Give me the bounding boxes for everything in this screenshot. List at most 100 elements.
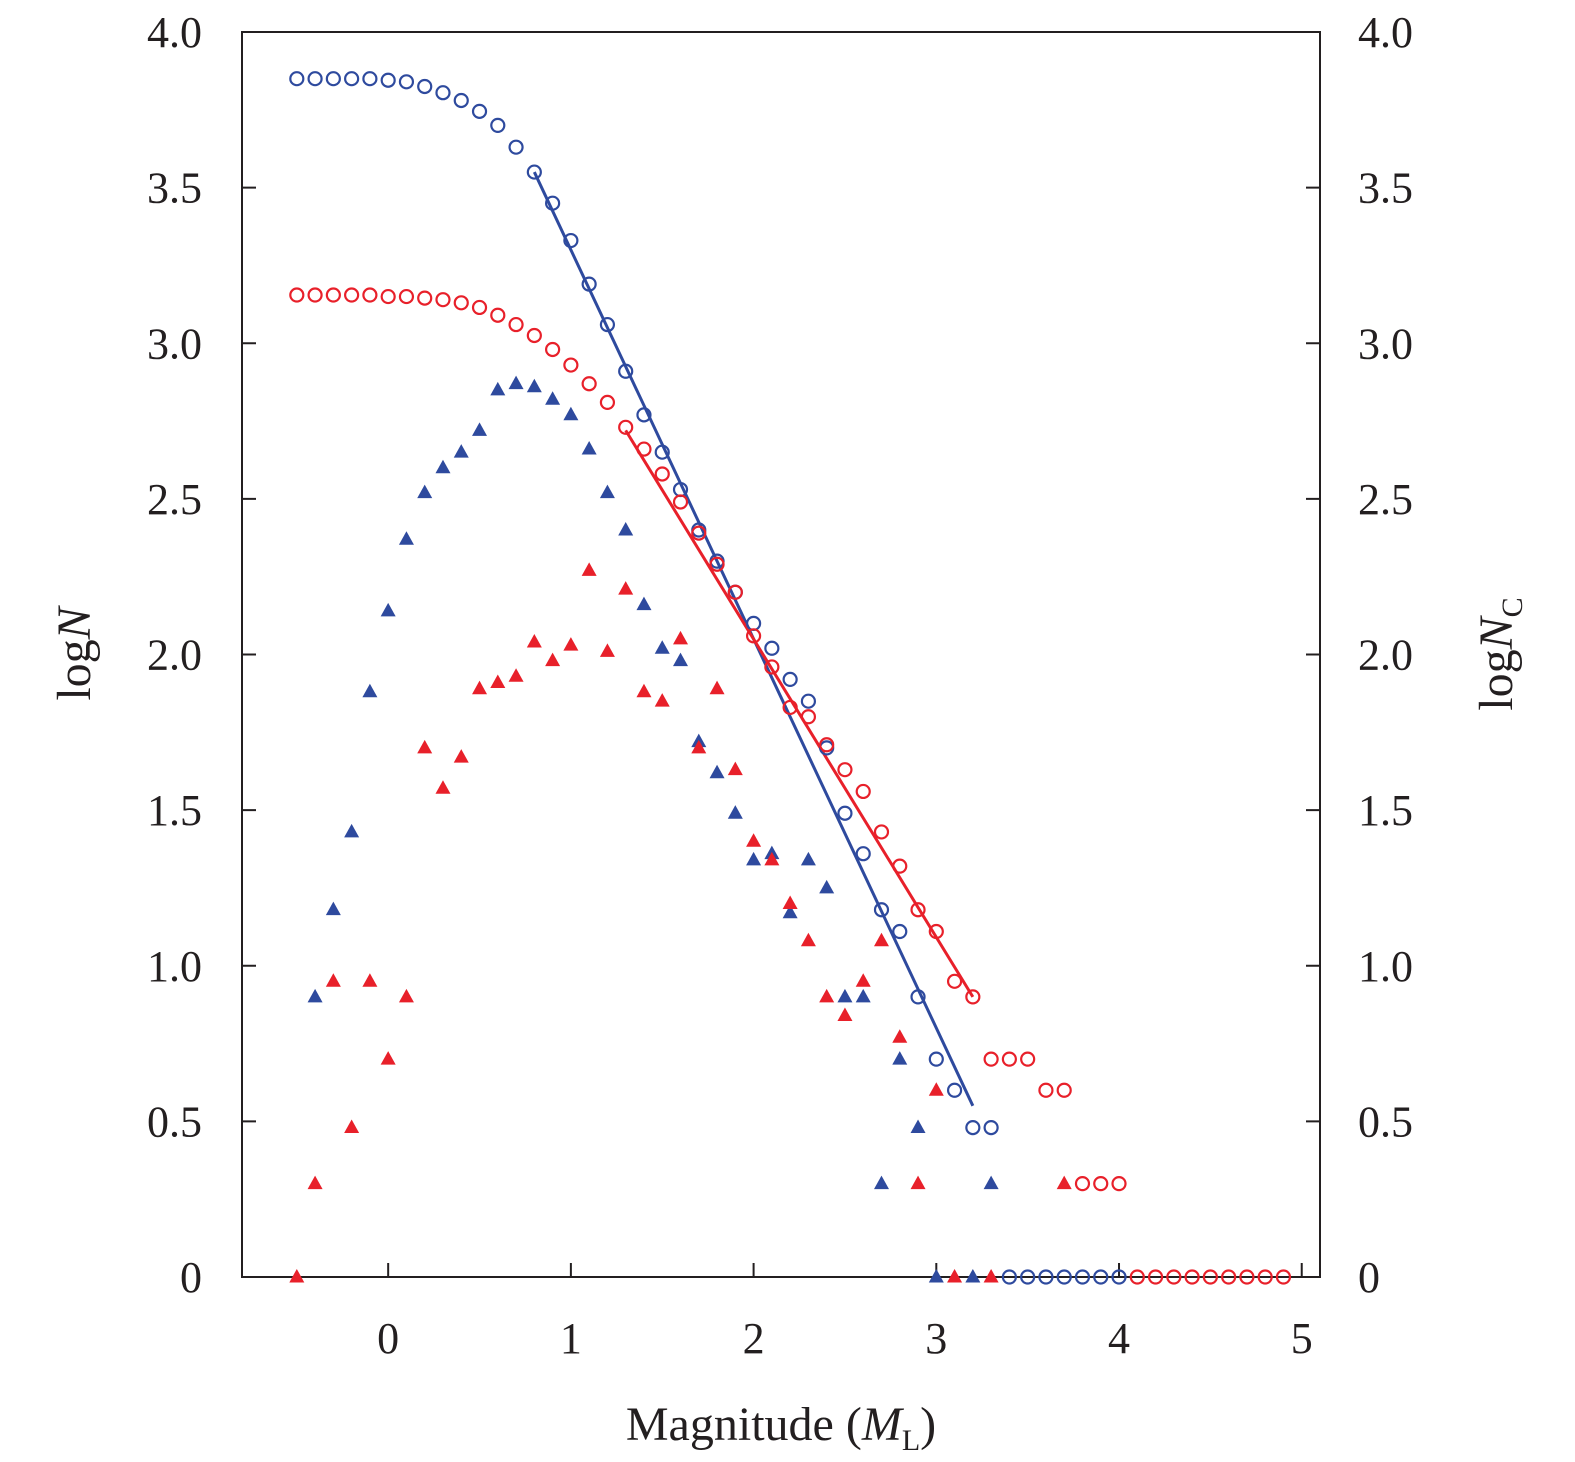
data-point-triangle <box>325 901 341 916</box>
data-point-circle <box>1093 1176 1109 1192</box>
data-point-triangle <box>618 521 634 536</box>
data-point-circle <box>1111 1176 1127 1192</box>
data-point-circle <box>581 376 597 392</box>
data-point-triangle <box>800 851 816 866</box>
data-point-triangle <box>782 904 798 919</box>
fit-lines <box>532 171 975 1107</box>
data-point-circle <box>490 117 506 133</box>
data-point-circle <box>398 74 415 90</box>
y-tick-label-left: 0 <box>180 1253 202 1302</box>
data-point-triangle <box>472 422 488 436</box>
data-point-triangle <box>1056 1175 1072 1190</box>
data-point-triangle <box>472 680 488 695</box>
data-point-circle <box>417 290 433 306</box>
data-point-triangle <box>417 484 433 499</box>
data-point-circle <box>618 363 634 379</box>
data-point-triangle <box>764 851 780 866</box>
data-point-circle <box>727 584 743 600</box>
data-point-circle <box>855 846 871 862</box>
data-point-triangle <box>709 764 725 779</box>
data-point-circle <box>563 232 579 249</box>
data-point-circle <box>873 824 890 840</box>
y-axis-right-title-subscript: C <box>1496 597 1529 617</box>
data-point-circle <box>563 357 579 373</box>
y-axis-right-title: logNC <box>1470 597 1529 710</box>
data-point-circle <box>1001 1269 1017 1285</box>
data-point-triangle <box>435 459 451 474</box>
data-point-triangle <box>636 683 652 698</box>
data-point-circle <box>380 288 396 305</box>
data-point-circle <box>855 783 871 800</box>
data-point-circle <box>1202 1269 1218 1285</box>
data-points <box>289 71 1292 1285</box>
data-point-circle <box>928 1051 944 1067</box>
data-point-circle <box>1020 1269 1036 1285</box>
data-point-circle <box>545 195 561 211</box>
data-point-triangle <box>526 633 542 648</box>
x-tick-label: 3 <box>925 1314 947 1363</box>
data-point-triangle <box>362 973 378 987</box>
data-point-triangle <box>398 531 414 545</box>
data-point-circle <box>654 466 670 482</box>
data-point-circle <box>325 287 341 303</box>
y-tick-label-right: 0 <box>1358 1253 1380 1302</box>
data-point-triangle <box>581 562 597 576</box>
data-point-triangle <box>654 693 670 707</box>
y-tick-label-right: 1.0 <box>1358 942 1413 991</box>
y-tick-label-right: 0.5 <box>1358 1097 1413 1146</box>
data-point-circle <box>910 989 926 1005</box>
data-point-circle <box>289 287 305 303</box>
x-tick-label: 2 <box>743 1314 765 1363</box>
data-point-circle <box>636 407 652 423</box>
data-point-triangle <box>746 851 762 866</box>
data-point-circle <box>398 288 415 305</box>
data-point-circle <box>545 341 561 358</box>
data-point-triangle <box>727 805 743 819</box>
data-point-circle <box>1257 1269 1273 1285</box>
data-point-circle <box>599 394 616 410</box>
data-point-triangle <box>910 1175 926 1190</box>
y-tick-label-left: 4.0 <box>147 8 202 57</box>
data-point-triangle <box>563 406 579 421</box>
data-point-circle <box>362 71 378 87</box>
data-point-circle <box>1074 1269 1091 1285</box>
data-point-triangle <box>545 391 561 405</box>
data-point-circle <box>471 103 488 119</box>
data-point-triangle <box>344 823 360 838</box>
data-point-triangle <box>362 683 378 698</box>
data-point-circle <box>1147 1269 1164 1285</box>
data-point-circle <box>1056 1082 1072 1098</box>
data-point-circle <box>508 316 524 333</box>
data-point-circle <box>672 494 689 510</box>
data-point-circle <box>819 737 835 753</box>
data-point-circle <box>1001 1051 1017 1067</box>
data-point-circle <box>1038 1082 1054 1098</box>
data-point-triangle <box>691 739 707 754</box>
data-point-triangle <box>344 1119 360 1134</box>
data-point-triangle <box>910 1119 926 1134</box>
data-point-circle <box>892 923 908 940</box>
data-point-triangle <box>490 674 506 688</box>
data-point-triangle <box>398 988 414 1003</box>
x-axis-title: Magnitude (ML) <box>626 1398 936 1457</box>
data-point-circle <box>764 659 780 675</box>
data-point-triangle <box>819 988 835 1003</box>
data-point-triangle <box>380 1051 396 1065</box>
data-point-triangle <box>673 652 689 667</box>
data-point-circle <box>1184 1269 1200 1285</box>
data-point-circle <box>289 71 305 87</box>
y-tick-label-left: 2.0 <box>147 631 202 680</box>
x-axis-title-tail: ) <box>920 1398 936 1451</box>
data-point-circle <box>1275 1269 1292 1285</box>
data-point-circle <box>508 139 524 155</box>
data-point-triangle <box>380 602 396 617</box>
data-point-triangle <box>983 1175 999 1190</box>
data-point-circle <box>745 615 762 631</box>
data-point-triangle <box>983 1268 999 1283</box>
data-point-circle <box>526 164 542 180</box>
y-tick-label-left: 0.5 <box>147 1097 202 1146</box>
y-tick-label-right: 4.0 <box>1358 8 1413 57</box>
data-point-circle <box>745 628 762 644</box>
y-tick-label-right: 3.5 <box>1358 164 1413 213</box>
